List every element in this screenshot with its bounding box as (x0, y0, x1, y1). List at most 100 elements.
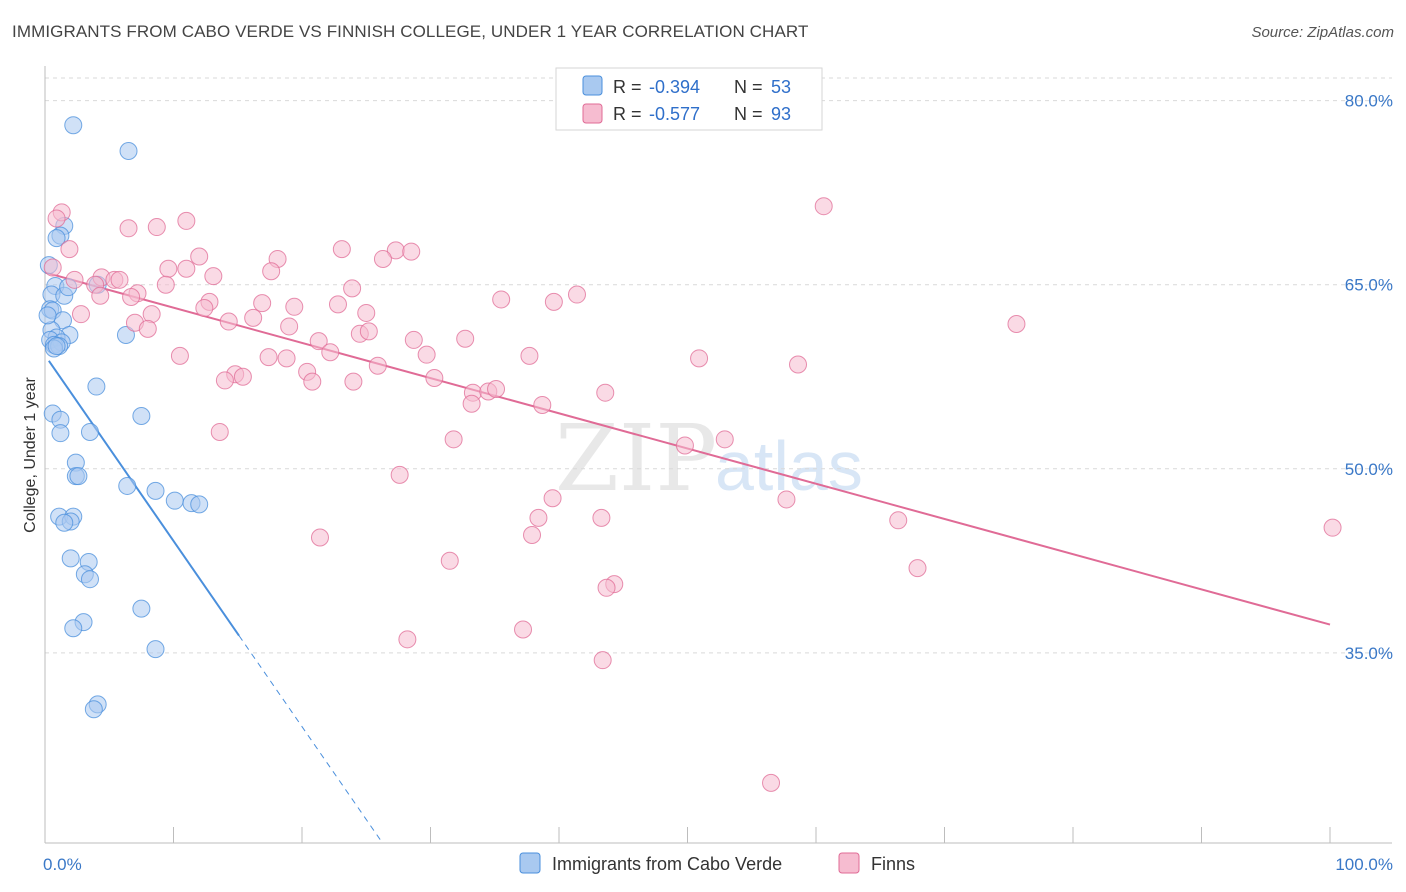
point-finns (310, 528, 329, 547)
point-finns (357, 303, 376, 322)
point-finns (533, 395, 552, 414)
point-finns (789, 355, 808, 374)
correlation-legend: R = -0.394 N = 53 R = -0.577 N = 93 (555, 67, 823, 131)
point-finns (373, 249, 392, 268)
point-finns (119, 219, 138, 238)
gridlines (45, 77, 1392, 654)
point-cabo-verde (146, 481, 165, 500)
point-finns (529, 508, 548, 527)
axes (44, 66, 1392, 844)
point-finns (440, 551, 459, 570)
point-finns (219, 312, 238, 331)
point-finns (277, 349, 296, 368)
watermark-zip: ZIP (555, 405, 717, 512)
point-finns (514, 620, 533, 639)
y-tick-label: 80.0% (1345, 92, 1393, 111)
point-finns (715, 430, 734, 449)
legend-swatch-blue (582, 75, 603, 96)
point-cabo-verde (116, 326, 135, 345)
point-finns (122, 287, 141, 306)
legend-n-label-1: N = (734, 77, 763, 97)
series-legend: Immigrants from Cabo Verde Finns (519, 852, 915, 874)
y-tick-label: 65.0% (1345, 276, 1393, 295)
point-finns (1323, 518, 1342, 537)
point-cabo-verde (55, 513, 74, 532)
point-finns (71, 305, 90, 324)
point-finns (60, 240, 79, 259)
point-cabo-verde (132, 599, 151, 618)
point-finns (456, 329, 475, 348)
point-finns (398, 630, 417, 649)
point-finns (889, 511, 908, 530)
point-finns (147, 218, 166, 237)
point-cabo-verde (64, 619, 83, 638)
point-cabo-verde (64, 116, 83, 135)
point-cabo-verde (38, 306, 57, 325)
y-axis-title: College, Under 1 year (22, 377, 39, 533)
point-finns (675, 436, 694, 455)
point-finns (596, 383, 615, 402)
point-cabo-verde (190, 495, 209, 514)
point-finns (762, 773, 781, 792)
point-finns (417, 345, 436, 364)
point-finns (344, 372, 363, 391)
point-finns (543, 489, 562, 508)
point-finns (215, 371, 234, 390)
point-cabo-verde (80, 570, 99, 589)
point-cabo-verde (61, 549, 80, 568)
y-tick-label: 35.0% (1345, 644, 1393, 663)
point-finns (285, 297, 304, 316)
point-finns (233, 367, 252, 386)
point-finns (110, 270, 129, 289)
point-finns (303, 372, 322, 391)
point-finns (91, 286, 110, 305)
point-finns (210, 422, 229, 441)
point-cabo-verde (146, 640, 165, 659)
legend-r-value-1: -0.394 (649, 77, 700, 97)
point-cabo-verde (80, 422, 99, 441)
point-finns (65, 270, 84, 289)
point-cabo-verde (118, 476, 137, 495)
point-finns (190, 247, 209, 266)
point-finns (520, 346, 539, 365)
point-finns (43, 258, 62, 277)
point-finns (523, 526, 542, 545)
point-finns (259, 348, 278, 367)
point-finns (253, 294, 272, 313)
point-finns (343, 279, 362, 298)
point-cabo-verde (51, 424, 70, 443)
tick-labels: 80.0% 65.0% 50.0% 35.0% 0.0% 100.0% (43, 92, 1393, 874)
legend-r-label-2: R = (613, 104, 642, 124)
point-cabo-verde (119, 141, 138, 160)
data-points (38, 116, 1342, 792)
series-legend-label-pink: Finns (871, 854, 915, 874)
point-finns (402, 242, 421, 261)
point-cabo-verde (47, 337, 66, 356)
point-finns (159, 259, 178, 278)
point-cabo-verde (165, 491, 184, 510)
point-cabo-verde (132, 407, 151, 426)
legend-r-value-2: -0.577 (649, 104, 700, 124)
point-finns (47, 209, 66, 228)
point-finns (328, 295, 347, 314)
point-finns (425, 368, 444, 387)
point-cabo-verde (47, 229, 66, 248)
point-finns (592, 508, 611, 527)
point-finns (177, 211, 196, 230)
point-finns (404, 330, 423, 349)
legend-n-value-2: 93 (771, 104, 791, 124)
point-finns (544, 292, 563, 311)
point-finns (908, 559, 927, 578)
point-finns (359, 322, 378, 341)
point-finns (814, 197, 833, 216)
legend-swatch-pink (582, 103, 603, 124)
point-finns (309, 332, 328, 351)
point-cabo-verde (87, 377, 106, 396)
y-tick-label: 50.0% (1345, 460, 1393, 479)
series-legend-swatch-pink (838, 852, 860, 874)
point-cabo-verde (84, 700, 103, 719)
point-finns (177, 259, 196, 278)
point-finns (321, 343, 340, 362)
point-finns (690, 349, 709, 368)
